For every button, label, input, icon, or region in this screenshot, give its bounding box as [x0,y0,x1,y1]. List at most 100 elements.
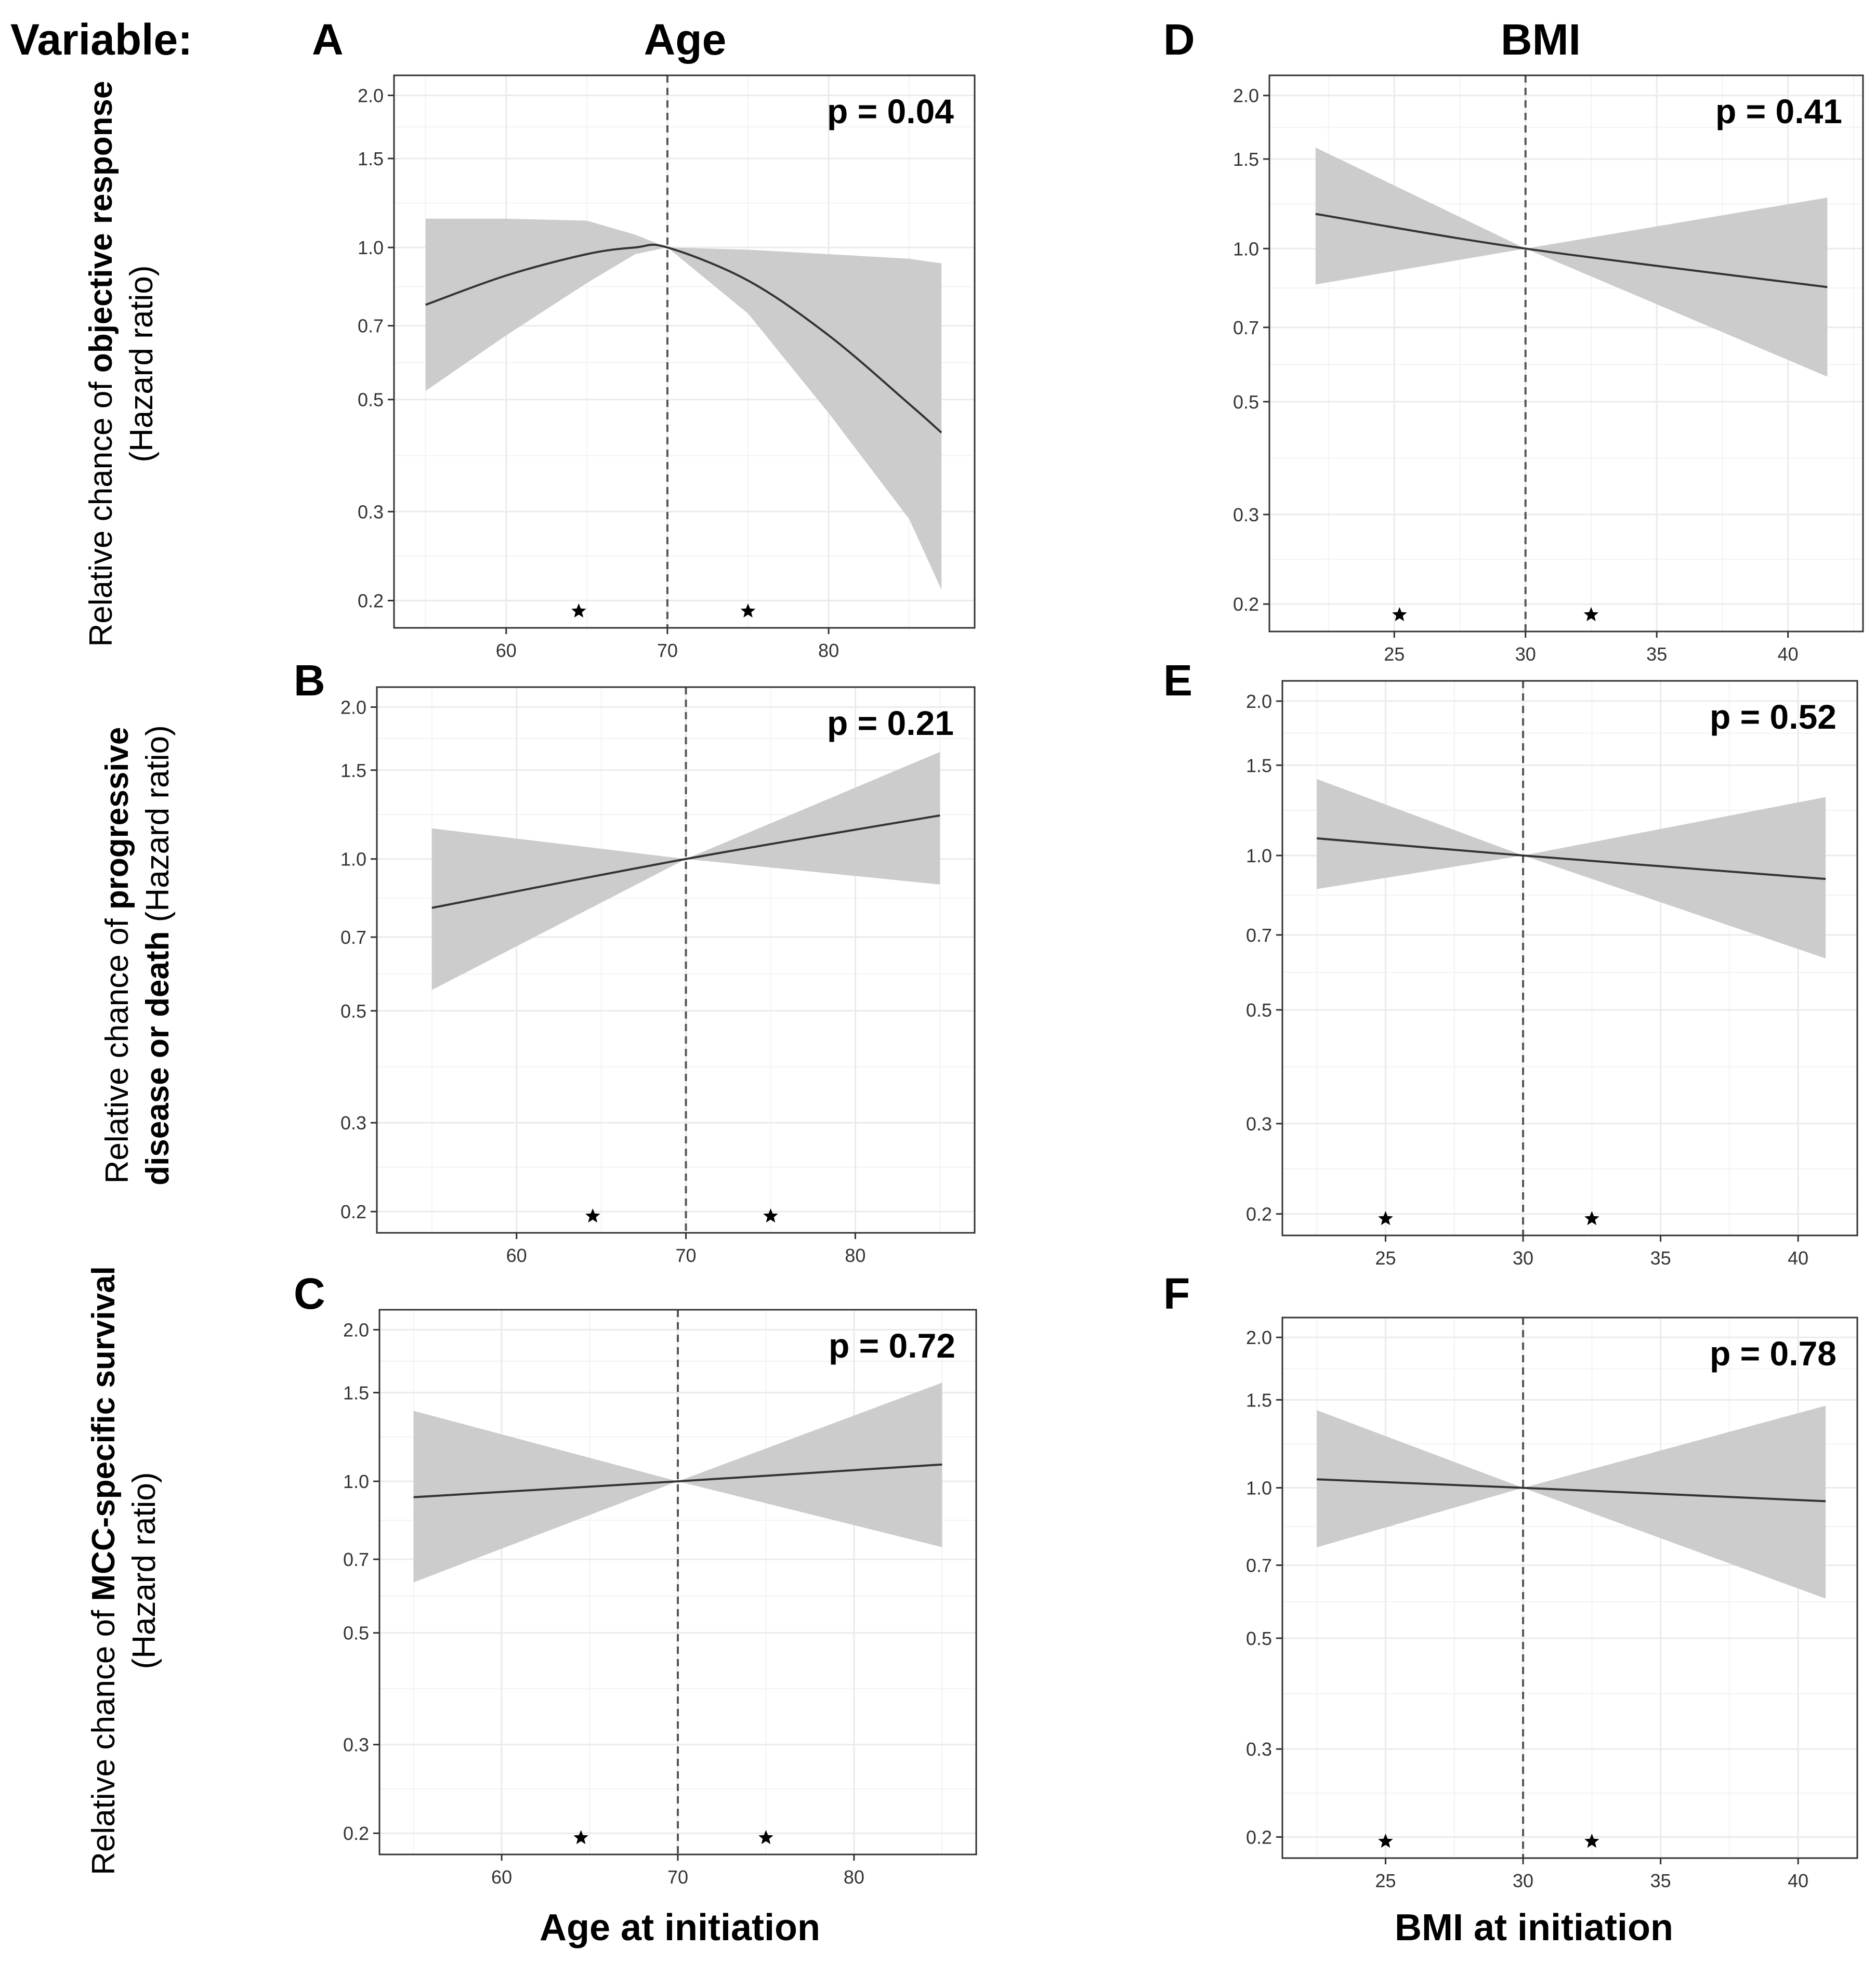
panel-b: B 0.2 0.3 0.5 0.7 1.0 1.5 2.0 60 70 80 p = 0.21 [294,656,976,1266]
panel-b-border [376,686,976,1234]
panel-f-y-tick-label-3: 0.5 [1246,1628,1272,1649]
panel-a-letter: A [312,15,344,64]
panel-e-y-tick-label-4: 0.7 [1246,925,1272,946]
panel-b-p-value: p = 0.21 [827,704,954,742]
panel-b-y-tick-label-1: 0.2 [340,1201,366,1222]
panel-c-knot-star-2 [758,1830,773,1845]
row-label-2-line-2-segment-2: (Hazard ratio) [140,725,176,931]
panel-a-y-tick-label-3: 0.5 [358,389,384,411]
row-label-2-line-2-segment-1: disease or death [140,931,176,1185]
panel-f-y-tick-label-5: 1.0 [1246,1478,1272,1499]
panel-b-x-tick-label-2: 70 [676,1245,697,1266]
panel-c-p-value: p = 0.72 [829,1326,955,1365]
panel-d-p-value: p = 0.41 [1715,92,1842,130]
panel-b-x-tick-label-1: 60 [506,1245,527,1266]
panel-f-y-tick-label-7: 2.0 [1246,1327,1272,1348]
panel-b-knot-star-2 [763,1208,778,1223]
panel-e-y-tick-label-7: 2.0 [1246,691,1272,712]
panel-f-border [1281,1317,1858,1859]
panel-e-knot-star-1 [1378,1211,1393,1226]
row-label-1-line-2: (Hazard ratio) [124,266,160,463]
column-title-age: Age [644,15,727,64]
panel-c-knot-star-1 [573,1830,588,1845]
row-label-3: Relative chance of MCC-specific survival… [86,1266,162,1875]
panel-b-x-tick-label-3: 80 [845,1245,865,1266]
panel-e-x-tick-label-3: 35 [1650,1247,1671,1269]
panel-e-y-tick-label-2: 0.3 [1246,1113,1272,1135]
panel-f-y-tick-label-6: 1.5 [1246,1389,1272,1411]
row-label-2-line-1-segment-1: Relative chance of [99,910,135,1183]
panel-c-confidence-band [413,1383,942,1583]
panel-d-border [1268,74,1864,633]
panel-b-confidence-band [431,752,940,990]
panel-d-y-tick-label-1: 0.2 [1233,594,1259,615]
panel-e-letter: E [1163,656,1192,705]
panel-a-knot-star-2 [740,603,756,618]
panel-e-x-tick-label-2: 30 [1513,1247,1533,1269]
panel-a-x-tick-label-1: 60 [496,640,517,661]
panel-f-x-tick-label-3: 35 [1650,1870,1671,1891]
panel-c-x-tick-label-1: 60 [491,1866,512,1888]
panel-c-y-tick-label-6: 1.5 [343,1382,369,1403]
row-label-2-line-1-segment-2: progressive [99,727,135,910]
panel-d-letter: D [1163,15,1195,64]
panel-b-y-tick-label-7: 2.0 [340,696,366,718]
panel-c-y-tick-label-5: 1.0 [343,1471,369,1492]
panel-a-knot-star-1 [571,603,586,618]
panel-e-y-tick-label-3: 0.5 [1246,999,1272,1021]
panel-e-hazard-curve [1317,837,1826,880]
row-label-3-line-2-segment-1: (Hazard ratio) [126,1472,162,1669]
panel-a-y-tick-label-6: 1.5 [358,148,384,169]
panel-d-x-tick-label-2: 30 [1515,643,1536,665]
panel-c-letter: C [294,1269,325,1318]
panel-e: E 0.2 0.3 0.5 0.7 1.0 1.5 2.0 25 30 35 40 p = 0.52 [1163,656,1858,1269]
panel-c-y-tick-label-2: 0.3 [343,1734,369,1756]
row-label-1-line-1-segment-1: Relative chance of [83,373,119,647]
panel-e-knot-star-2 [1584,1211,1599,1226]
panel-f-letter: F [1163,1269,1190,1318]
row-labels: Relative chance of objective response (Ha… [83,81,176,1875]
panel-e-confidence-band [1317,779,1826,958]
panel-e-border [1281,680,1858,1236]
panel-f-x-tick-label-1: 25 [1375,1870,1396,1891]
panel-c-x-tick-label-3: 80 [844,1866,864,1888]
row-label-2-line-1: Relative chance of progressive [99,727,135,1184]
panel-f-y-tick-label-2: 0.3 [1246,1739,1272,1760]
row-label-1-line-1: Relative chance of objective response [83,81,119,647]
row-label-1: Relative chance of objective response (Ha… [83,81,160,647]
panel-b-y-tick-label-4: 0.7 [340,927,366,948]
panel-e-y-tick-label-6: 1.5 [1246,755,1272,776]
x-axis-title-bmi: BMI at initiation [1395,1907,1673,1949]
panel-d-y-tick-label-5: 1.0 [1233,238,1259,259]
panel-b-y-tick-label-3: 0.5 [340,1001,366,1022]
panel-e-x-tick-label-4: 40 [1788,1247,1808,1269]
panel-a-y-tick-label-1: 0.2 [358,590,384,612]
panel-f-hazard-curve [1317,1478,1826,1503]
panel-d: D 0.2 0.3 0.5 0.7 1.0 1.5 2.0 25 30 35 40 p = 0.41 [1163,15,1864,665]
panel-d-hazard-curve [1315,213,1828,288]
panel-d-y-tick-label-4: 0.7 [1233,317,1259,338]
panel-f-confidence-band [1317,1405,1826,1599]
panel-c: C 0.2 0.3 0.5 0.7 1.0 1.5 2.0 60 70 80 p = 0.72 [294,1269,977,1888]
panel-d-knot-star-1 [1392,607,1407,622]
row-label-1-line-2-segment-1: (Hazard ratio) [124,266,160,463]
panels: A 0.2 0.3 0.5 0.7 1.0 1.5 2.0 60 70 80 p = 0.04 B 0.2… [294,15,1864,1891]
panel-d-x-tick-label-3: 35 [1646,643,1667,665]
panel-a-p-value: p = 0.04 [827,92,954,130]
panel-c-y-tick-label-3: 0.5 [343,1623,369,1644]
panel-f-knot-star-2 [1584,1834,1599,1848]
panel-d-knot-star-2 [1583,607,1599,622]
panel-a-x-tick-label-3: 80 [818,640,839,661]
panel-d-x-tick-label-1: 25 [1384,643,1405,665]
x-axis-title-age: Age at initiation [540,1907,820,1949]
panel-a-x-tick-label-2: 70 [657,640,678,661]
row-label-3-line-1-segment-2: MCC-specific survival [86,1266,122,1601]
panel-b-knot-star-1 [585,1208,600,1223]
panel-d-y-tick-label-3: 0.5 [1233,391,1259,413]
panel-c-hazard-curve [413,1463,942,1498]
panel-b-letter: B [294,656,325,705]
panel-c-x-tick-label-2: 70 [667,1866,688,1888]
panel-f-knot-star-1 [1378,1834,1393,1848]
